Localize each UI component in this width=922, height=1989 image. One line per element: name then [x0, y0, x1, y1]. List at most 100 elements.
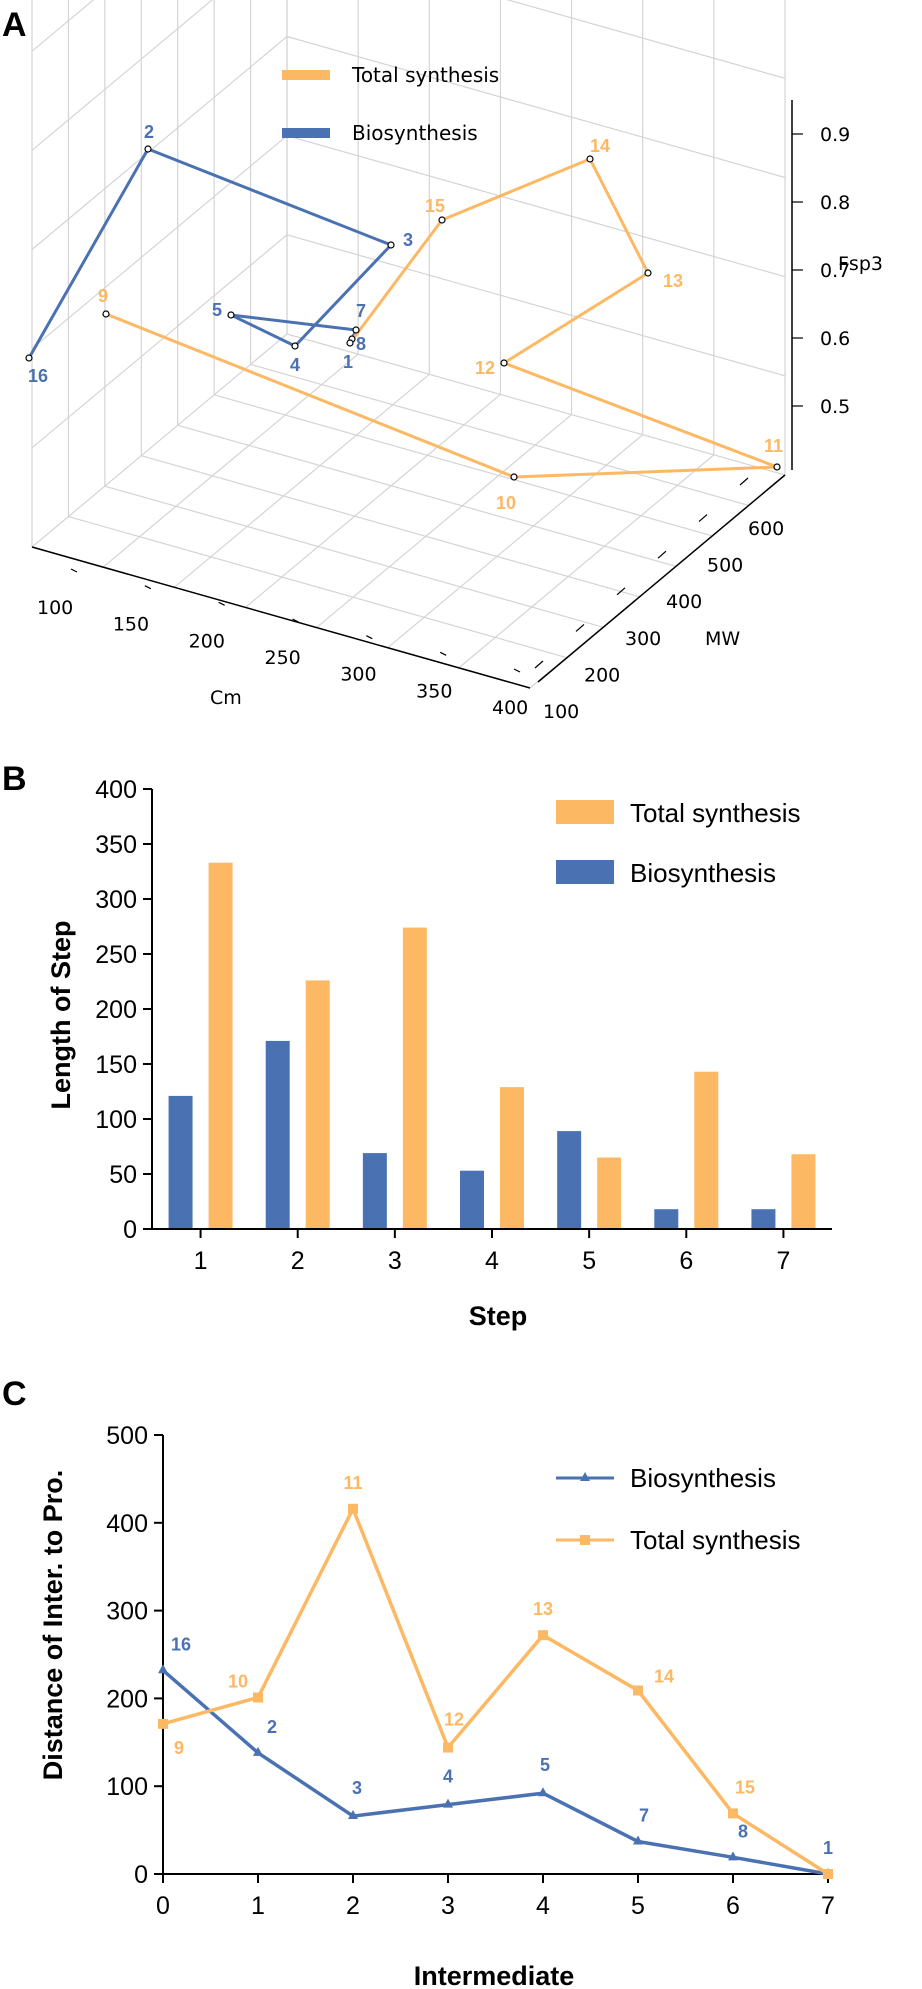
series-line-total	[105, 157, 778, 479]
point-label: 2	[144, 122, 154, 142]
grid-wall-line	[31, 234, 288, 449]
y-tick-label: 150	[95, 1051, 137, 1079]
panel-a-legend: Total synthesis Biosynthesis	[282, 63, 499, 145]
point-label: 1	[823, 1838, 833, 1858]
grid-floor-line	[387, 434, 644, 649]
grid-floor-line	[245, 393, 501, 608]
point-label: 4	[443, 1767, 453, 1787]
point-label: 8	[738, 1821, 748, 1841]
x-tick-label: 5	[582, 1247, 596, 1275]
y-tick-label: 350	[95, 831, 137, 859]
grid-floor-line	[177, 424, 676, 567]
mw-tick	[698, 514, 708, 523]
fsp3-tick-label: 0.5	[820, 396, 850, 418]
y-tick-label: 300	[106, 1598, 148, 1626]
cm-tick	[70, 568, 78, 573]
grid-floor-line	[31, 333, 288, 548]
point-label: 12	[444, 1710, 464, 1730]
legend-label-bio: Biosynthesis	[630, 858, 776, 888]
cm-tick	[513, 668, 521, 673]
bar-total	[305, 980, 330, 1229]
bar-bio	[265, 1040, 290, 1229]
x-tick-label: 0	[156, 1892, 170, 1920]
legend-marker-total	[580, 1535, 590, 1545]
marker-triangle	[633, 1835, 643, 1845]
x-tick-label: 6	[679, 1247, 693, 1275]
grid-floor-line	[316, 414, 572, 629]
grid-floor-line	[250, 363, 749, 507]
y-axis-label-length: Length of Step	[46, 921, 76, 1110]
point-label: 10	[496, 493, 516, 513]
grid-floor-line	[102, 353, 359, 568]
cm-tick	[218, 601, 225, 606]
x-tick-label: 4	[485, 1247, 499, 1275]
grid-wall-line	[286, 234, 786, 377]
panel-a-letter: A	[2, 6, 27, 44]
cm-tick	[439, 651, 447, 656]
grid-floor-line	[173, 373, 430, 588]
line-series: 16 2 3 4 5 7 8 1 9 10 11 12 13 14 15	[158, 1473, 833, 1879]
marker-triangle	[538, 1787, 548, 1797]
data-point	[25, 354, 33, 362]
point-label: 2	[267, 1717, 277, 1737]
data-point	[352, 326, 360, 334]
data-point	[144, 145, 152, 153]
x-tick-label: 3	[441, 1892, 455, 1920]
panel-b-bar-chart: B 0 50 100 150 200 250 300 350 400 1 2 3 4 5 6 7 Total …	[2, 760, 832, 1331]
fsp3-tick-label: 0.9	[820, 124, 850, 146]
cm-axis-line	[31, 546, 531, 689]
panel-c-letter: C	[2, 1375, 27, 1413]
legend-label-total: Total synthesis	[630, 1525, 801, 1555]
legend-swatch-total	[282, 70, 330, 80]
grid-wall-line	[31, 0, 213, 151]
bar-bio	[168, 1095, 193, 1229]
grid-floor-line	[141, 455, 640, 598]
cm-tick	[366, 635, 373, 640]
data-point	[644, 269, 652, 277]
mw-tick	[616, 587, 626, 596]
point-label: 15	[425, 196, 445, 216]
legend-swatch-total	[556, 800, 614, 824]
x-tick-label: 7	[776, 1247, 790, 1275]
grid-floor-line	[68, 515, 567, 659]
bar-bio	[654, 1209, 679, 1229]
bar-total	[694, 1071, 719, 1229]
bar-bio	[751, 1209, 776, 1229]
mw-tick	[534, 660, 544, 669]
cm-tick-label: 200	[189, 630, 225, 652]
x-tick-label: 1	[251, 1892, 265, 1920]
point-label: 15	[735, 1777, 755, 1797]
grid-floor-line	[458, 454, 715, 669]
data-point	[346, 339, 354, 347]
cm-tick-label: 250	[265, 647, 301, 669]
data-point	[387, 241, 395, 249]
point-label: 14	[590, 136, 610, 156]
point-label: 16	[171, 1634, 191, 1654]
y-tick-label: 400	[95, 776, 137, 804]
y-tick-label: 100	[95, 1106, 137, 1134]
legend-label-bio: Biosynthesis	[352, 121, 478, 145]
data-point	[586, 155, 594, 163]
panel-b-letter: B	[2, 760, 27, 798]
y-tick-label: 400	[106, 1510, 148, 1538]
panel-b-legend: Total synthesis Biosynthesis	[556, 798, 801, 888]
point-label: 1	[343, 352, 353, 372]
legend-label-total: Total synthesis	[630, 798, 801, 828]
point-label: 7	[356, 301, 366, 321]
bar-series	[168, 862, 816, 1229]
marker-triangle	[348, 1810, 358, 1820]
point-label: 5	[540, 1755, 550, 1775]
3d-points: 16 2 3 4 5 7 81 9 10 11 12 13 14 15	[25, 122, 783, 513]
y-tick-label: 100	[106, 1773, 148, 1801]
marker-square	[158, 1718, 168, 1729]
point-label: 14	[654, 1666, 674, 1686]
x-tick-label: 1	[194, 1247, 208, 1275]
y-axis-label-distance: Distance of Inter. to Pro.	[38, 1470, 68, 1781]
grid-floor-line	[104, 485, 604, 628]
y-tick-label: 0	[134, 1861, 148, 1889]
legend-swatch-bio	[282, 128, 330, 138]
